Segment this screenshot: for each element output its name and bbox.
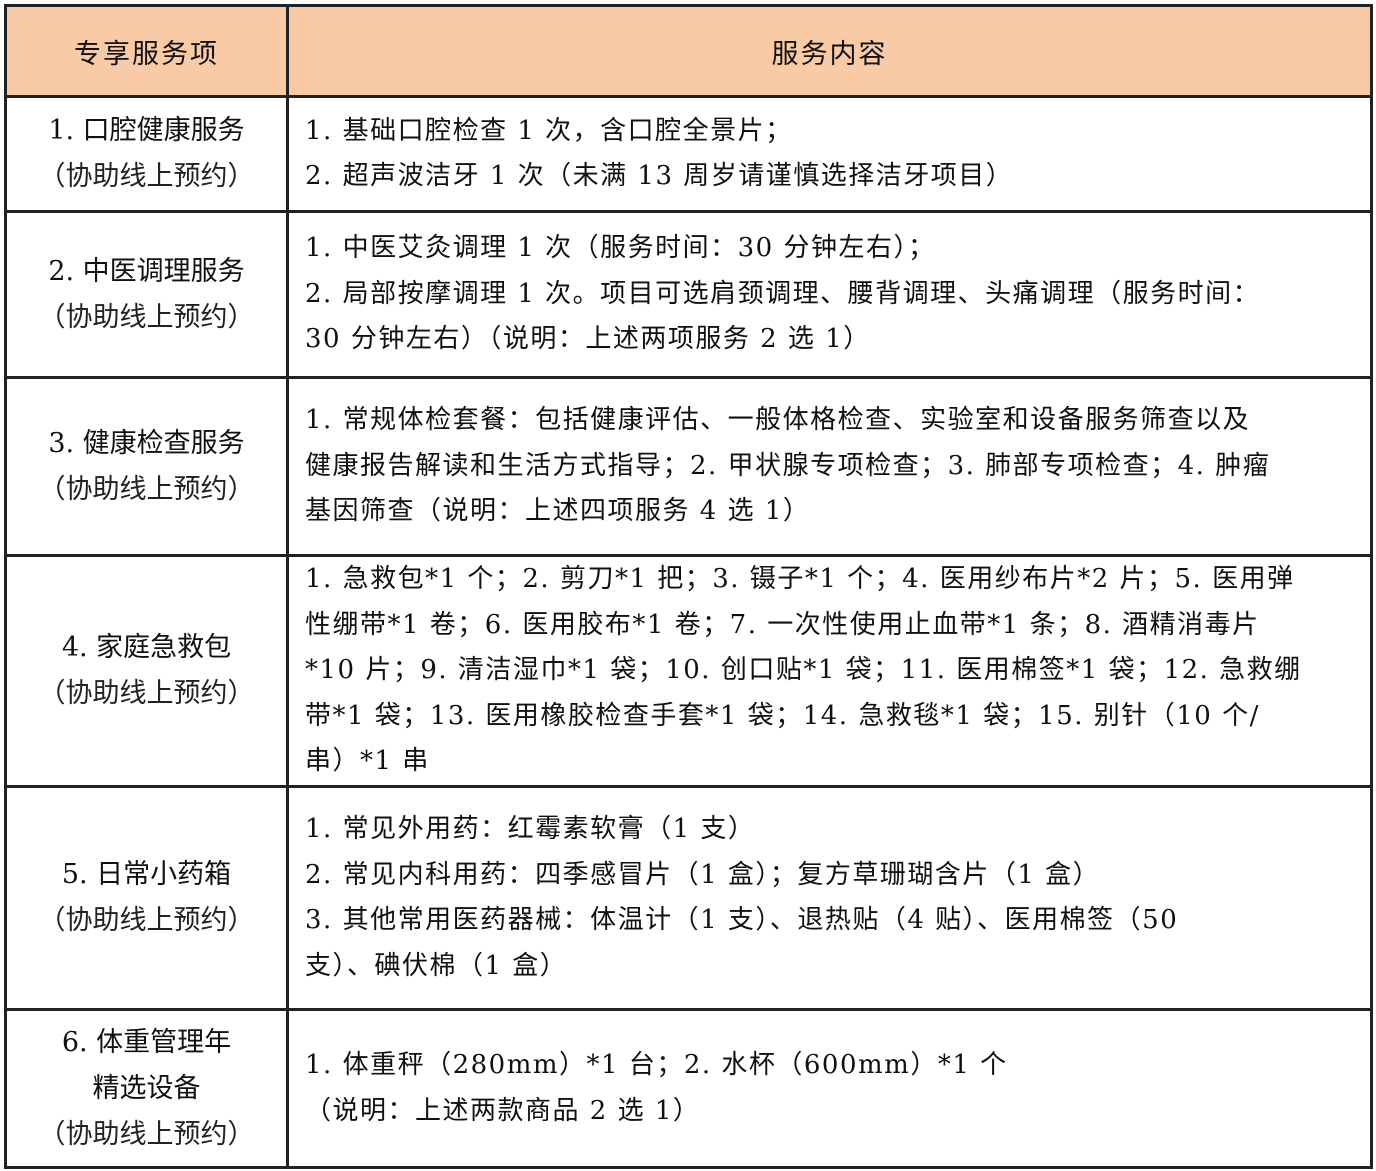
service-item-title: 5. 日常小药箱 [61,859,232,890]
service-content-line: 2. 局部按摩调理 1 次。项目可选肩颈调理、腰背调理、头痛调理（服务时间： [305,278,1261,309]
service-content-line: *10 片；9. 清洁湿巾*1 袋；10. 创口贴*1 袋；11. 医用棉签*1… [305,655,1302,686]
service-content-line: 2. 常见内科用药：四季感冒片（1 盒）；复方草珊瑚含片（1 盒） [305,859,1101,890]
service-item-cell: 5. 日常小药箱 （协助线上预约） [4,785,289,1011]
service-item-cell: 4. 家庭急救包 （协助线上预约） [4,554,289,788]
service-content-line: 基因筛查（说明：上述四项服务 4 选 1） [305,496,811,527]
service-content-line: 性绷带*1 卷；6. 医用胶布*1 卷；7. 一次性使用止血带*1 条；8. 酒… [305,609,1260,640]
table-row: 3. 健康检查服务 （协助线上预约） 1. 常规体检套餐：包括健康评估、一般体格检查… [4,376,1373,557]
service-content-cell: 1. 常规体检套餐：包括健康评估、一般体格检查、实验室和设备服务筛查以及 健康报告… [286,376,1373,557]
service-content-line: 带*1 袋；13. 医用橡胶检查手套*1 袋；14. 急救毯*1 袋；15. 别… [305,700,1260,731]
table-row: 1. 口腔健康服务 （协助线上预约） 1. 基础口腔检查 1 次，含口腔全景片； 2.… [4,95,1373,213]
service-item-cell: 2. 中医调理服务 （协助线上预约） [4,210,289,379]
table-row: 6. 体重管理年 精选设备 （协助线上预约） 1. 体重秤（280mm）*1 台；2.… [4,1008,1373,1169]
service-item-title: 4. 家庭急救包 [61,632,232,663]
service-item-title: 精选设备 [92,1072,201,1104]
service-item-title: 3. 健康检查服务 [48,427,245,459]
service-content-line: 支）、碘伏棉（1 盒） [305,950,568,981]
service-item-title: 1. 口腔健康服务 [48,115,245,146]
table-header-row: 专享服务项 服务内容 [4,4,1373,98]
table-row: 2. 中医调理服务 （协助线上预约） 1. 中医艾灸调理 1 次（服务时间：30 分… [4,210,1373,379]
service-content-line: 1. 急救包*1 个；2. 剪刀*1 把；3. 镊子*1 个；4. 医用纱布片*… [305,564,1295,595]
service-table: 专享服务项 服务内容 1. 口腔健康服务 （协助线上预约） 1. 基础口腔检查 1 … [4,4,1373,1169]
header-service-item: 专享服务项 [4,4,289,98]
service-item-note: （协助线上预约） [38,473,255,505]
table-row: 5. 日常小药箱 （协助线上预约） 1. 常见外用药：红霉素软膏（1 支） 2. 常见… [4,785,1373,1011]
service-content-line: 2. 超声波洁牙 1 次（未满 13 周岁请谨慎选择洁牙项目） [305,161,1014,191]
service-item-note: （协助线上预约） [38,301,255,333]
service-item-title: 6. 体重管理年 [61,1026,232,1058]
service-content-cell: 1. 急救包*1 个；2. 剪刀*1 把；3. 镊子*1 个；4. 医用纱布片*… [286,554,1373,788]
service-content-line: 健康报告解读和生活方式指导；2. 甲状腺专项检查；3. 肺部专项检查；4. 肿瘤 [305,450,1271,481]
service-content-line: 1. 常见外用药：红霉素软膏（1 支） [305,814,756,844]
service-content-cell: 1. 基础口腔检查 1 次，含口腔全景片； 2. 超声波洁牙 1 次（未满 13 … [286,95,1373,213]
service-item-cell: 3. 健康检查服务 （协助线上预约） [4,376,289,557]
service-content-cell: 1. 体重秤（280mm）*1 台；2. 水杯（600mm）*1 个 （说明：上述… [286,1008,1373,1169]
service-item-note: （协助线上预约） [38,905,255,936]
service-content-line: 1. 中医艾灸调理 1 次（服务时间：30 分钟左右）； [305,233,936,264]
service-item-cell: 1. 口腔健康服务 （协助线上预约） [4,95,289,213]
service-item-note: （协助线上预约） [38,161,255,192]
service-content-cell: 1. 常见外用药：红霉素软膏（1 支） 2. 常见内科用药：四季感冒片（1 盒）；… [286,785,1373,1011]
service-content-line: 1. 基础口腔检查 1 次，含口腔全景片； [305,115,793,146]
service-content-line: 1. 常规体检套餐：包括健康评估、一般体格检查、实验室和设备服务筛查以及 [305,405,1251,436]
header-service-content: 服务内容 [286,4,1373,98]
service-content-line: 串）*1 串 [305,746,430,777]
service-item-note: （协助线上预约） [38,1118,255,1150]
service-item-cell: 6. 体重管理年 精选设备 （协助线上预约） [4,1008,289,1169]
service-content-line: 1. 体重秤（280mm）*1 台；2. 水杯（600mm）*1 个 [305,1050,1008,1080]
service-content-line: 30 分钟左右）（说明：上述两项服务 2 选 1） [305,324,871,355]
service-item-title: 2. 中医调理服务 [48,255,245,287]
service-content-cell: 1. 中医艾灸调理 1 次（服务时间：30 分钟左右）； 2. 局部按摩调理 1 … [286,210,1373,379]
service-item-note: （协助线上预约） [38,678,255,709]
table-row: 4. 家庭急救包 （协助线上预约） 1. 急救包*1 个；2. 剪刀*1 把；3. … [4,554,1373,788]
service-content-line: （说明：上述两款商品 2 选 1） [305,1095,701,1126]
service-content-line: 3. 其他常用医药器械：体温计（1 支）、退热贴（4 贴）、医用棉签（50 [305,905,1179,935]
